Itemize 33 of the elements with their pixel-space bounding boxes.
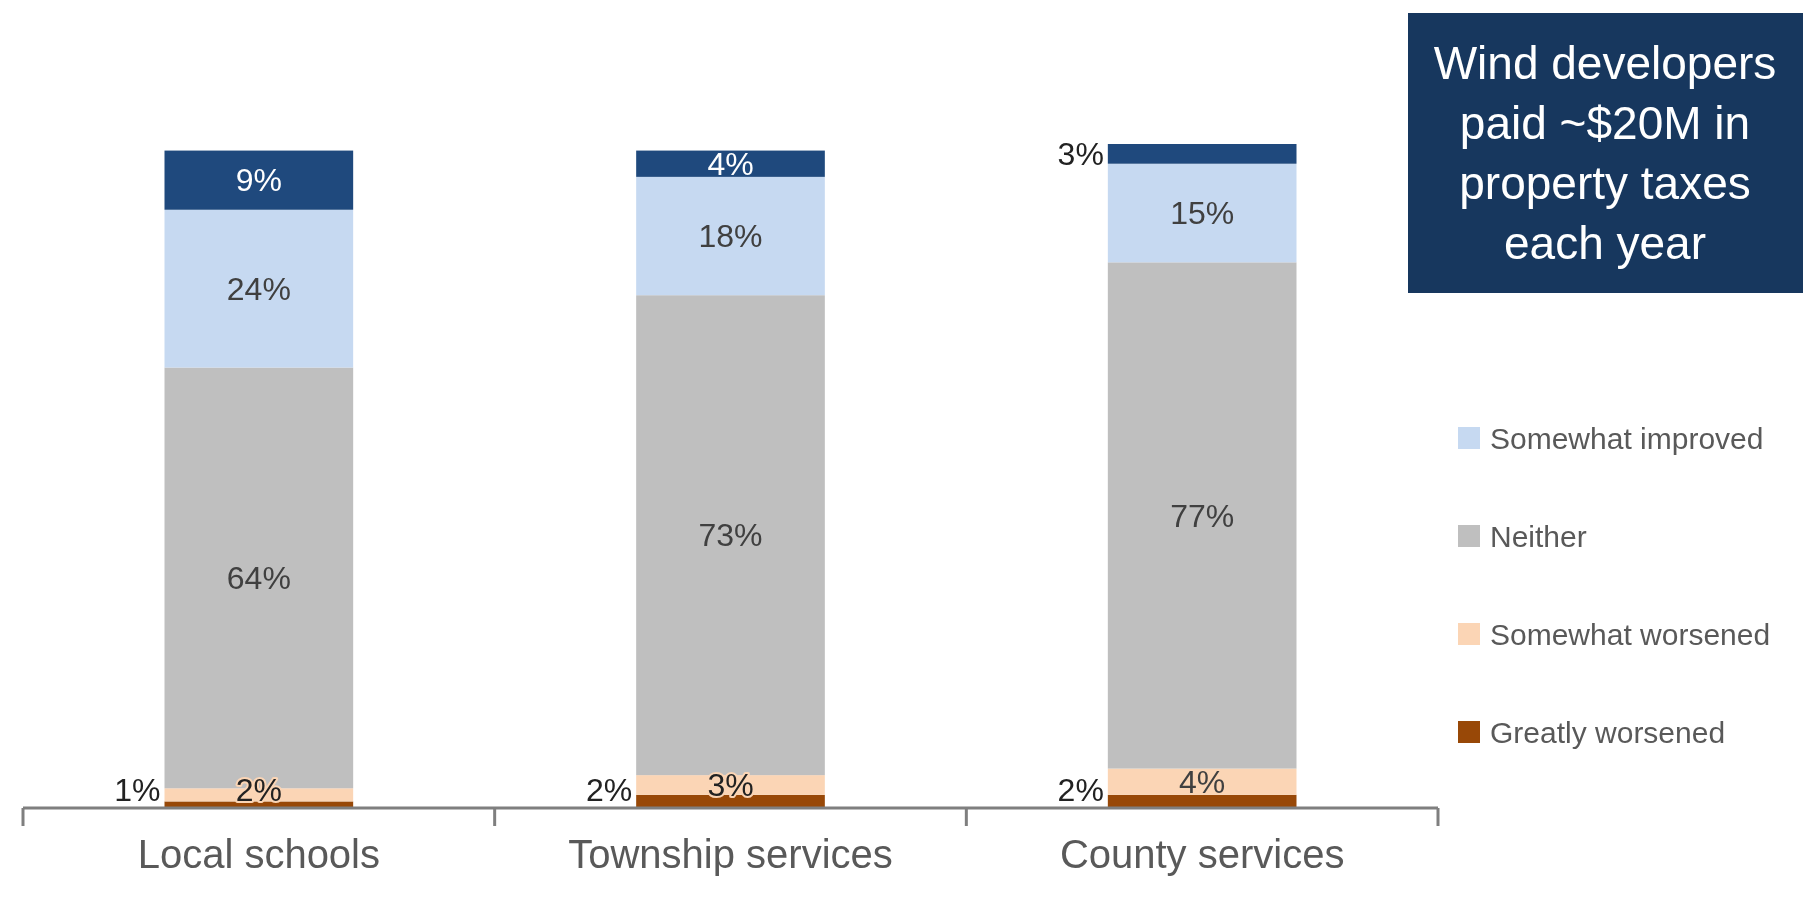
bar	[1107, 163, 1297, 263]
data-label: 3%	[1057, 136, 1104, 173]
data-label: 64%	[226, 560, 291, 597]
legend-label: Somewhat worsened	[1490, 617, 1771, 651]
bar	[636, 150, 825, 177]
legend-label: Neither	[1490, 519, 1587, 553]
x-tick-label: Township services	[568, 832, 893, 876]
bar	[1107, 144, 1297, 164]
legend-label: Somewhat improved	[1490, 421, 1764, 455]
data-label: 77%	[1170, 497, 1235, 534]
bar	[1107, 768, 1297, 795]
bar	[164, 150, 354, 210]
data-label: 4%	[707, 145, 754, 182]
data-label: 2%	[235, 772, 282, 809]
data-label: 9%	[235, 162, 282, 199]
data-label: 18%	[698, 218, 763, 255]
data-label: 73%	[698, 517, 763, 554]
bar	[1107, 262, 1297, 769]
x-tick-label: Local schools	[137, 832, 381, 876]
data-label: 1%	[114, 772, 161, 809]
x-tick-label: County services	[1059, 832, 1345, 876]
data-label: 3%	[707, 767, 754, 804]
data-label: 2%	[1057, 772, 1104, 809]
data-label: 24%	[226, 270, 291, 307]
bar	[636, 176, 825, 296]
data-label: 15%	[1170, 195, 1235, 232]
data-label: 4%	[1179, 763, 1226, 800]
legend-label: Greatly worsened	[1490, 715, 1726, 749]
annotation: Wind developers paid ~$20M in property taxes each year	[1433, 37, 1777, 269]
bar	[636, 295, 825, 776]
data-label: 2%	[585, 772, 633, 809]
bar	[164, 209, 354, 368]
bar	[1107, 794, 1297, 808]
